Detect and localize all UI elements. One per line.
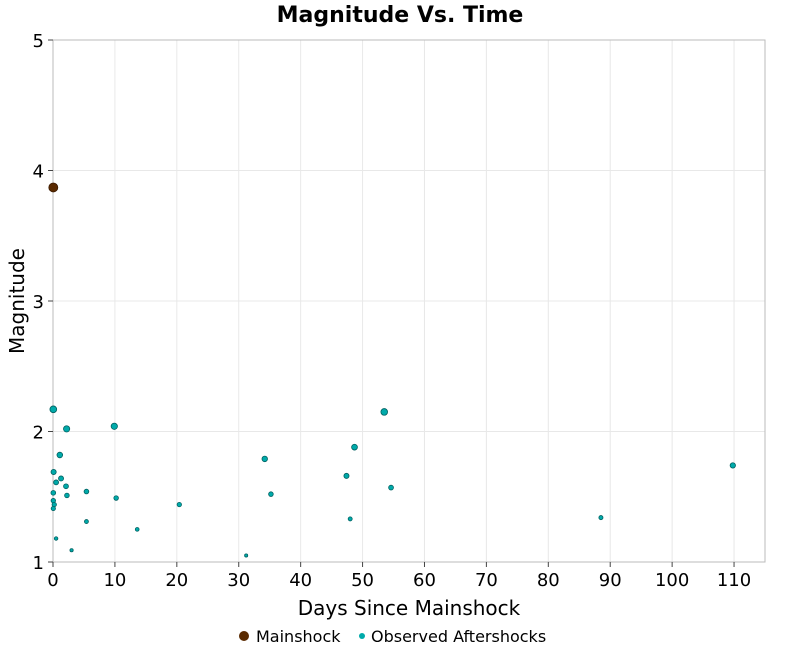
legend-marker-aftershocks <box>359 633 365 639</box>
aftershock-point <box>268 491 274 497</box>
x-tick-label: 60 <box>413 570 436 591</box>
y-tick-label: 2 <box>33 423 44 444</box>
aftershock-point <box>58 475 64 482</box>
x-tick-label: 80 <box>537 570 560 591</box>
aftershock-point <box>64 492 70 499</box>
aftershock-point <box>244 553 249 558</box>
x-axis-label: Days Since Mainshock <box>298 596 521 620</box>
chart-title: Magnitude Vs. Time <box>277 3 524 28</box>
x-tick-label: 10 <box>103 570 126 591</box>
aftershock-point <box>53 479 59 486</box>
x-tick-label: 30 <box>227 570 250 591</box>
aftershock-point <box>598 515 604 521</box>
aftershock-point <box>56 451 64 459</box>
aftershock-point <box>63 483 69 490</box>
aftershock-point <box>50 468 57 475</box>
aftershock-point <box>53 536 59 541</box>
legend-marker-mainshock <box>239 631 249 641</box>
aftershock-point <box>84 519 89 524</box>
aftershock-point <box>63 425 71 433</box>
aftershock-point <box>134 527 140 532</box>
legend-label-mainshock: Mainshock <box>256 627 341 646</box>
x-tick-label: 0 <box>47 570 58 591</box>
x-tick-label: 20 <box>165 570 188 591</box>
aftershock-point <box>83 488 90 495</box>
x-tick-label: 110 <box>717 570 751 591</box>
aftershock-point <box>110 422 118 430</box>
x-tick-label: 100 <box>655 570 689 591</box>
legend-label-aftershocks: Observed Aftershocks <box>371 627 546 646</box>
aftershock-point <box>113 495 119 501</box>
aftershock-point <box>388 484 394 491</box>
aftershock-point <box>50 505 56 512</box>
y-tick-label: 3 <box>33 292 44 313</box>
aftershock-point <box>176 501 182 508</box>
aftershock-point <box>347 516 353 522</box>
aftershock-point <box>343 472 350 479</box>
aftershock-point <box>49 405 58 414</box>
aftershock-point <box>729 462 736 469</box>
y-tick-label: 1 <box>33 553 44 574</box>
y-tick-label: 4 <box>33 162 44 183</box>
x-tick-label: 50 <box>351 570 374 591</box>
y-tick-label: 5 <box>33 31 44 52</box>
x-tick-label: 40 <box>289 570 312 591</box>
aftershock-point <box>380 408 388 416</box>
mainshock-point <box>48 182 59 193</box>
legend: Mainshock Observed Aftershocks <box>239 627 546 646</box>
aftershock-point <box>69 548 74 553</box>
x-tick-label: 70 <box>475 570 498 591</box>
aftershock-point <box>351 443 358 451</box>
aftershock-point <box>261 455 268 463</box>
aftershock-point <box>50 490 57 496</box>
x-tick-label: 90 <box>599 570 622 591</box>
y-axis-label: Magnitude <box>5 248 29 354</box>
